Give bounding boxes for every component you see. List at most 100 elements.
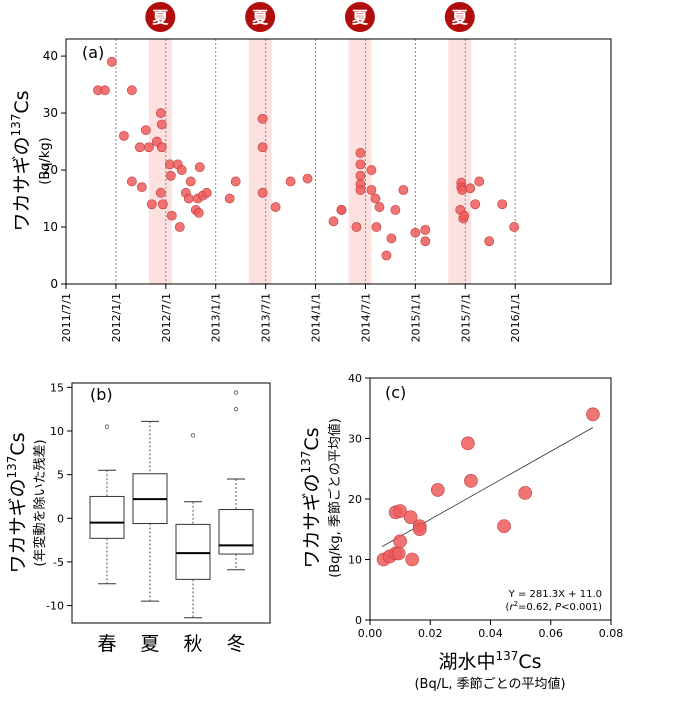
data-point	[118, 130, 129, 141]
data-point	[398, 185, 409, 195]
data-point	[412, 522, 427, 537]
data-point	[351, 222, 362, 232]
x-tick-label: 2015/1/1	[409, 293, 422, 342]
data-point	[464, 474, 478, 488]
x-tick-label: 0.06	[539, 627, 564, 640]
x-tick-label: 2014/1/1	[310, 293, 323, 342]
panel-a-timeseries: 0 10 20 30 40 2011/7/1 2012/1/1 2012/7/1 2013/1…	[9, 2, 612, 342]
data-point	[386, 233, 397, 244]
x-tick-label: 2012/1/1	[110, 293, 123, 342]
data-point	[134, 142, 145, 153]
panel-b-boxplot: 15 10 5 0 -5 -10 春 夏 秋 冬 (b) ワカサギの137Cs (年変動を除いた…	[5, 381, 271, 655]
data-point	[155, 108, 166, 118]
panel-c-equation: Y = 281.3X + 11.0	[508, 589, 602, 600]
data-point	[336, 205, 347, 215]
y-tick-label: 30	[43, 106, 58, 120]
data-point	[497, 199, 508, 210]
outlier-point	[233, 390, 239, 395]
data-point	[371, 222, 382, 232]
data-point	[257, 187, 268, 198]
data-point	[459, 210, 470, 221]
data-point	[185, 176, 196, 187]
y-tick-label: -5	[53, 556, 64, 569]
data-point	[126, 176, 137, 187]
y-tick-label: 40	[43, 49, 58, 63]
x-tick-label: 2013/7/1	[260, 293, 273, 342]
y-tick-label: 10	[50, 425, 64, 438]
y-tick-label: 0	[355, 614, 362, 627]
panel-c-ylabel: ワカサギの137Cs	[299, 427, 323, 568]
box-iqr	[175, 523, 211, 580]
data-point	[509, 222, 520, 232]
data-point	[366, 165, 377, 175]
data-point	[201, 187, 212, 198]
summer-badge-label: 夏	[351, 8, 369, 27]
y-tick-label: 10	[43, 220, 58, 234]
data-point	[403, 510, 418, 524]
data-point	[457, 185, 468, 195]
data-point	[518, 486, 532, 500]
x-tick-label: 0.00	[358, 627, 383, 640]
data-point	[176, 165, 187, 175]
y-tick-label: 5	[57, 469, 64, 482]
data-point	[165, 170, 176, 181]
panel-c-ylabel-unit: (Bq/kg, 季節ごとの平均値)	[327, 418, 343, 578]
category-label: 秋	[183, 633, 202, 655]
data-point	[393, 534, 407, 549]
data-point	[484, 236, 495, 247]
data-point	[328, 216, 339, 227]
data-point	[391, 546, 406, 561]
summer-badge	[245, 2, 276, 32]
data-point	[126, 85, 137, 96]
x-tick-label: 2016/1/1	[509, 293, 522, 342]
x-tick-label: 2013/1/1	[210, 293, 223, 342]
summer-badge-label: 夏	[151, 8, 169, 27]
panel-b-ylabel-unit: (年変動を除いた残差)	[32, 439, 48, 566]
outlier-point	[104, 424, 110, 429]
data-point	[100, 85, 110, 96]
data-point	[420, 224, 431, 235]
x-tick-label: 0.02	[418, 627, 443, 640]
data-point	[461, 436, 475, 451]
panel-a-ylabel: ワカサギの137Cs	[9, 90, 33, 231]
y-tick-label: 20	[43, 163, 58, 177]
data-point	[143, 142, 154, 153]
panel-b-label: (b)	[90, 385, 113, 404]
panel-a-frame	[65, 38, 612, 285]
data-point	[405, 552, 419, 567]
y-tick-label: -10	[46, 600, 64, 613]
data-point	[257, 142, 268, 153]
data-point	[302, 173, 313, 184]
data-point	[183, 193, 194, 204]
data-point	[193, 207, 204, 218]
data-point	[224, 193, 235, 204]
data-point	[155, 187, 166, 198]
panel-c-xlabel: 湖水中137Cs	[438, 649, 541, 673]
box-iqr	[89, 495, 125, 539]
y-tick-label: 0	[57, 512, 64, 525]
data-point	[174, 222, 185, 232]
data-point	[497, 519, 511, 534]
data-point	[355, 148, 366, 158]
summer-band	[248, 39, 272, 284]
y-tick-label: 0	[50, 277, 58, 291]
data-point	[381, 250, 392, 261]
outlier-point	[190, 433, 196, 438]
summer-badge	[344, 2, 375, 32]
data-point	[430, 483, 445, 497]
data-point	[470, 199, 481, 210]
panel-c-frame	[369, 377, 612, 621]
summer-badge-label: 夏	[251, 8, 269, 27]
data-point	[586, 407, 600, 422]
x-tick-label: 0.04	[478, 627, 503, 640]
x-tick-label: 2015/7/1	[459, 293, 472, 342]
data-point	[465, 183, 476, 194]
data-point	[270, 202, 281, 212]
data-point	[420, 236, 431, 247]
category-label: 春	[97, 633, 116, 655]
data-point	[393, 504, 407, 518]
data-point	[194, 162, 205, 173]
data-point	[140, 125, 151, 136]
box-iqr	[218, 509, 254, 555]
